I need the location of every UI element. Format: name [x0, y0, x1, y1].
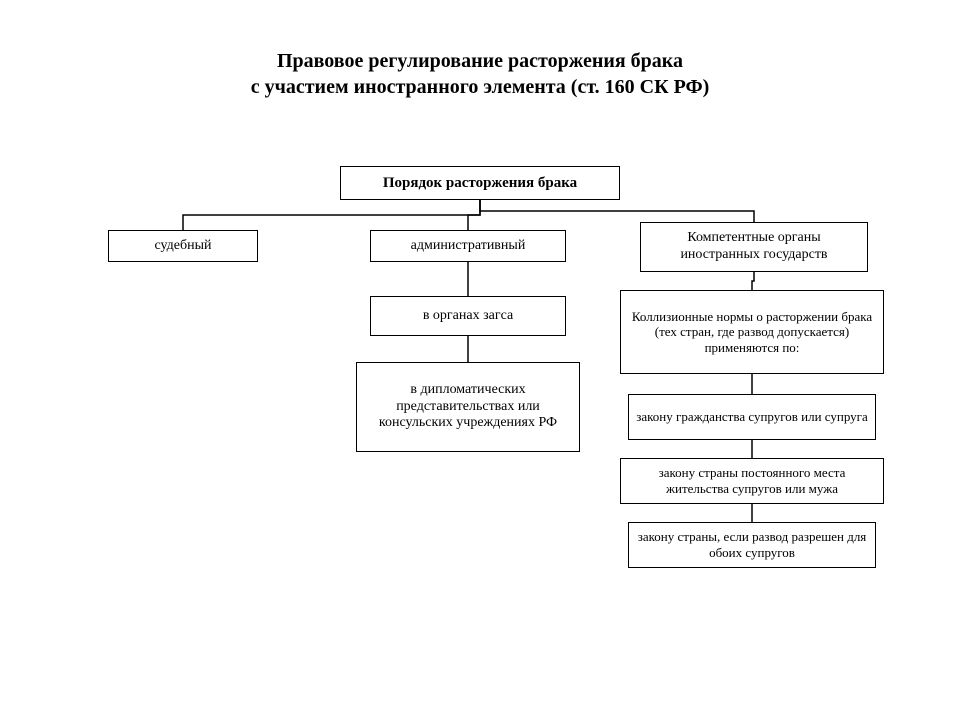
node-law-citizenship-label: закону гражданства супругов или супруга	[636, 409, 868, 425]
node-root: Порядок расторжения брака	[340, 166, 620, 200]
title-line-2: с участием иностранного элемента (ст. 16…	[251, 76, 710, 98]
node-root-label: Порядок расторжения брака	[383, 174, 577, 192]
node-administrative: административный	[370, 230, 566, 262]
node-law-residence-label: закону страны постоянного места жительст…	[627, 465, 877, 496]
node-law-citizenship: закону гражданства супругов или супруга	[628, 394, 876, 440]
diagram-title: Правовое регулирование расторжения брака…	[120, 48, 840, 100]
node-administrative-label: административный	[411, 238, 526, 255]
node-judicial-label: судебный	[155, 238, 212, 255]
title-line-1: Правовое регулирование расторжения брака	[277, 50, 683, 72]
node-law-both-spouses: закону страны, если развод разрешен для …	[628, 522, 876, 568]
node-law-residence: закону страны постоянного места жительст…	[620, 458, 884, 504]
node-law-both-spouses-label: закону страны, если развод разрешен для …	[635, 529, 869, 560]
node-zags: в органах загса	[370, 296, 566, 336]
node-diplomatic-label: в дипломатических представительствах или…	[363, 382, 573, 432]
node-diplomatic: в дипломатических представительствах или…	[356, 362, 580, 452]
node-judicial: судебный	[108, 230, 258, 262]
node-collision-norms-label: Коллизионные нормы о расторжении брака (…	[627, 309, 877, 356]
node-competent-bodies-label: Компетентные органы иностранных государс…	[647, 230, 861, 264]
node-collision-norms: Коллизионные нормы о расторжении брака (…	[620, 290, 884, 374]
node-competent-bodies: Компетентные органы иностранных государс…	[640, 222, 868, 272]
diagram-canvas: Правовое регулирование расторжения брака…	[0, 0, 960, 720]
node-zags-label: в органах загса	[423, 308, 513, 325]
